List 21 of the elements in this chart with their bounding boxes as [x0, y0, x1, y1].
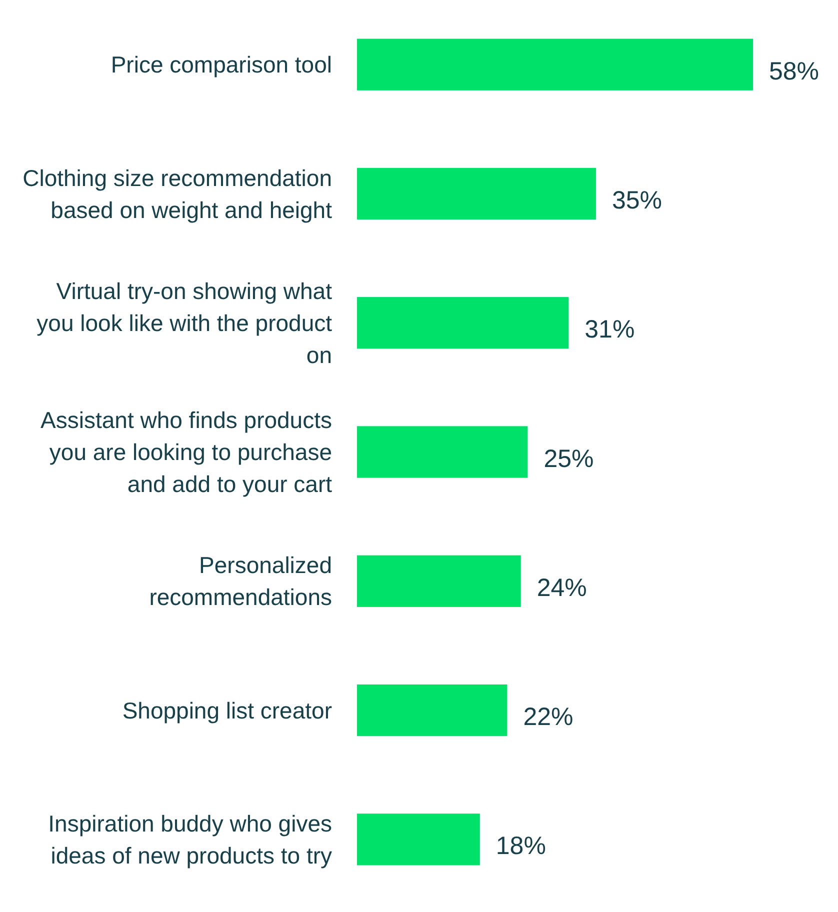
- bar: [357, 426, 528, 478]
- data-label: 35%: [612, 186, 662, 214]
- bar: [357, 684, 508, 736]
- y-tick-label: Inspiration buddy who gives ideas of new products to try: [48, 810, 332, 868]
- bar: [357, 555, 521, 607]
- y-tick-label: Shopping list creator: [122, 697, 332, 724]
- y-tick-label: Clothing size recommendation based on weight and height: [22, 164, 333, 223]
- y-tick-label: Personalized recommendations: [149, 552, 332, 610]
- y-tick-label: Virtual try-on showing what you look like with the product on: [36, 278, 333, 368]
- y-tick-label: Price comparison tool: [110, 52, 332, 78]
- data-label: 22%: [523, 703, 574, 732]
- bar: [357, 38, 753, 90]
- data-label: 31%: [584, 316, 635, 344]
- bar: [357, 168, 596, 220]
- data-label: 18%: [496, 832, 546, 860]
- y-tick-label: Assistant who finds products you are looking to purchase and add to your cart: [40, 407, 333, 498]
- data-label: 25%: [544, 444, 594, 473]
- bar: [357, 297, 569, 349]
- data-label: 24%: [536, 574, 587, 602]
- data-label: 58%: [769, 57, 820, 86]
- bar: [357, 814, 480, 866]
